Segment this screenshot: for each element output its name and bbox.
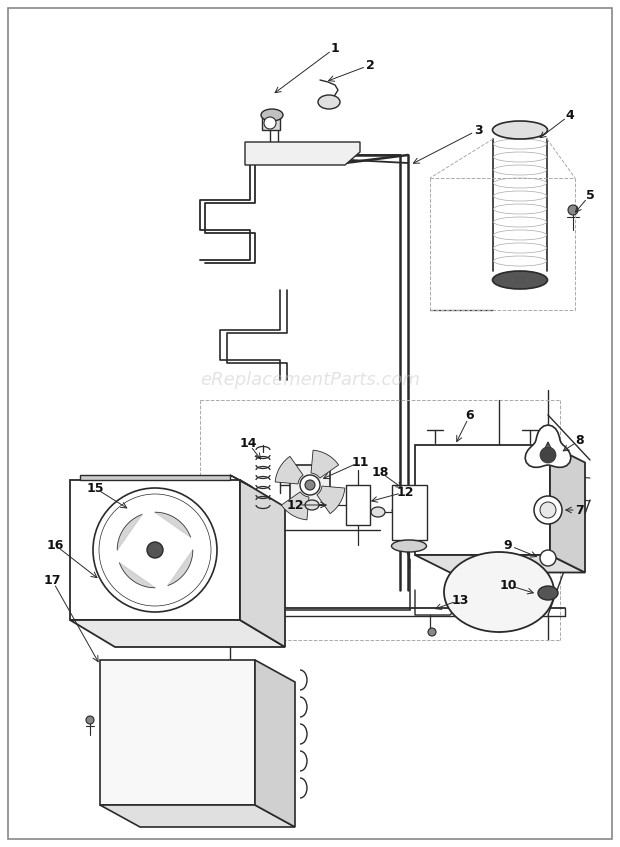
Polygon shape [415,555,585,573]
Text: 12: 12 [396,485,414,499]
Text: eReplacementParts.com: eReplacementParts.com [200,371,420,389]
Ellipse shape [305,500,319,510]
Polygon shape [100,805,295,827]
Text: 10: 10 [499,579,516,591]
Polygon shape [80,475,230,480]
Ellipse shape [538,586,558,600]
Polygon shape [70,620,285,647]
Polygon shape [275,457,303,484]
Ellipse shape [371,507,385,517]
Text: 16: 16 [46,539,64,551]
Ellipse shape [391,540,427,552]
Polygon shape [550,445,585,573]
Polygon shape [281,492,309,520]
Circle shape [300,475,320,495]
Circle shape [93,488,217,612]
Polygon shape [255,660,295,827]
Ellipse shape [492,121,547,139]
Text: 9: 9 [503,539,512,551]
Polygon shape [230,475,252,487]
Text: 1: 1 [330,42,339,54]
Polygon shape [70,480,240,620]
Text: 13: 13 [451,594,469,606]
Circle shape [540,550,556,566]
Bar [346,485,370,525]
Bar [392,485,427,540]
Text: 11: 11 [352,456,369,468]
Text: 18: 18 [371,466,389,479]
Circle shape [568,205,578,215]
Polygon shape [311,450,339,478]
Polygon shape [245,142,360,165]
Text: 14: 14 [239,436,257,450]
Polygon shape [525,425,571,468]
Circle shape [86,716,94,724]
Circle shape [428,628,436,636]
Text: 17: 17 [43,573,61,586]
Text: 5: 5 [586,189,595,202]
Ellipse shape [492,271,547,289]
Ellipse shape [261,109,283,121]
Circle shape [264,117,276,129]
Polygon shape [117,514,142,550]
Text: 6: 6 [466,408,474,422]
Circle shape [540,447,556,463]
Ellipse shape [444,552,554,632]
Polygon shape [100,660,255,805]
Text: 12: 12 [286,499,304,512]
Text: 4: 4 [565,108,574,121]
Polygon shape [240,480,285,647]
Polygon shape [120,563,155,588]
Circle shape [147,542,163,558]
Circle shape [305,480,315,490]
Polygon shape [415,445,550,555]
Text: 3: 3 [474,124,482,136]
Text: 7: 7 [575,503,585,517]
Polygon shape [155,512,190,537]
Polygon shape [317,486,345,513]
Text: 8: 8 [576,434,584,446]
Polygon shape [168,550,193,585]
Circle shape [540,502,556,518]
Polygon shape [290,465,330,505]
Text: 15: 15 [86,481,104,495]
Text: 2: 2 [366,58,374,71]
Circle shape [534,496,562,524]
Polygon shape [262,115,280,130]
Ellipse shape [318,95,340,109]
